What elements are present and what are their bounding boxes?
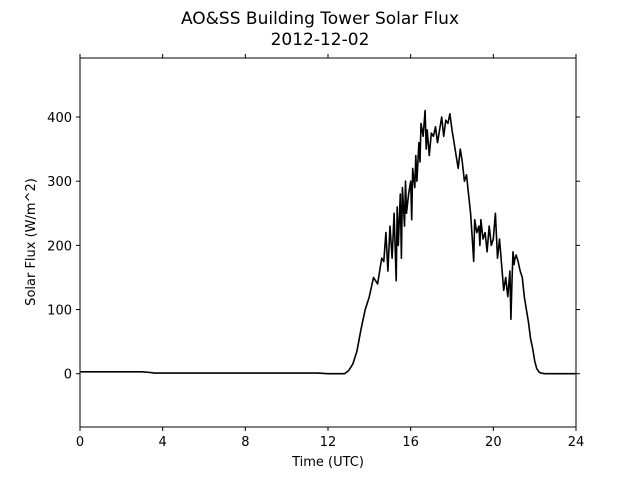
x-tick-label: 24 <box>568 435 585 450</box>
y-tick-label: 100 <box>47 304 72 319</box>
x-tick-label: 16 <box>402 435 419 450</box>
axis-ticks <box>76 54 580 431</box>
chart-subtitle: 2012-12-02 <box>271 30 370 50</box>
x-tick-label: 20 <box>485 435 502 450</box>
x-tick-label: 12 <box>320 435 337 450</box>
y-tick-label: 400 <box>47 111 72 126</box>
y-tick-label: 300 <box>47 175 72 190</box>
y-tick-label: 0 <box>64 368 72 383</box>
solar-flux-series-line <box>80 109 576 375</box>
y-axis-label: Solar Flux (W/m^2) <box>24 178 39 306</box>
x-tick-label: 8 <box>241 435 249 450</box>
plot-area-frame <box>79 57 577 428</box>
x-tick-label: 4 <box>159 435 167 450</box>
y-tick-label: 200 <box>47 239 72 254</box>
x-tick-label: 0 <box>76 435 84 450</box>
chart-title: AO&SS Building Tower Solar Flux <box>181 9 459 29</box>
axis-tick-labels: 0 4 8 12 16 20 24 0 100 200 300 400 <box>47 111 584 450</box>
x-axis-label: Time (UTC) <box>291 455 364 470</box>
